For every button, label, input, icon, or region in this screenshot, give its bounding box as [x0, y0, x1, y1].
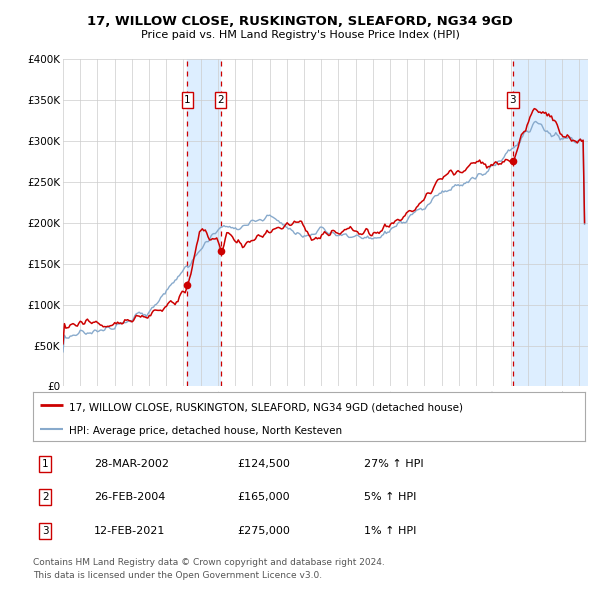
Text: Price paid vs. HM Land Registry's House Price Index (HPI): Price paid vs. HM Land Registry's House … — [140, 31, 460, 40]
Text: 2: 2 — [217, 95, 224, 105]
Bar — [512, 59, 588, 386]
Text: £124,500: £124,500 — [237, 459, 290, 469]
Text: 17, WILLOW CLOSE, RUSKINGTON, SLEAFORD, NG34 9GD: 17, WILLOW CLOSE, RUSKINGTON, SLEAFORD, … — [87, 15, 513, 28]
Text: Contains HM Land Registry data © Crown copyright and database right 2024.: Contains HM Land Registry data © Crown c… — [33, 558, 385, 566]
Text: 5% ↑ HPI: 5% ↑ HPI — [364, 493, 416, 502]
Text: 26-FEB-2004: 26-FEB-2004 — [94, 493, 165, 502]
Text: 28-MAR-2002: 28-MAR-2002 — [94, 459, 169, 469]
Text: £275,000: £275,000 — [237, 526, 290, 536]
Text: 2: 2 — [42, 493, 49, 502]
Text: 17, WILLOW CLOSE, RUSKINGTON, SLEAFORD, NG34 9GD (detached house): 17, WILLOW CLOSE, RUSKINGTON, SLEAFORD, … — [69, 402, 463, 412]
Text: 1: 1 — [184, 95, 191, 105]
Text: 1% ↑ HPI: 1% ↑ HPI — [364, 526, 416, 536]
Text: HPI: Average price, detached house, North Kesteven: HPI: Average price, detached house, Nort… — [69, 425, 342, 435]
Text: 27% ↑ HPI: 27% ↑ HPI — [364, 459, 424, 469]
Text: 3: 3 — [509, 95, 516, 105]
Text: 1: 1 — [42, 459, 49, 469]
Text: This data is licensed under the Open Government Licence v3.0.: This data is licensed under the Open Gov… — [33, 571, 322, 579]
Text: £165,000: £165,000 — [237, 493, 290, 502]
Text: 12-FEB-2021: 12-FEB-2021 — [94, 526, 165, 536]
Text: 3: 3 — [42, 526, 49, 536]
Bar — [187, 59, 220, 386]
